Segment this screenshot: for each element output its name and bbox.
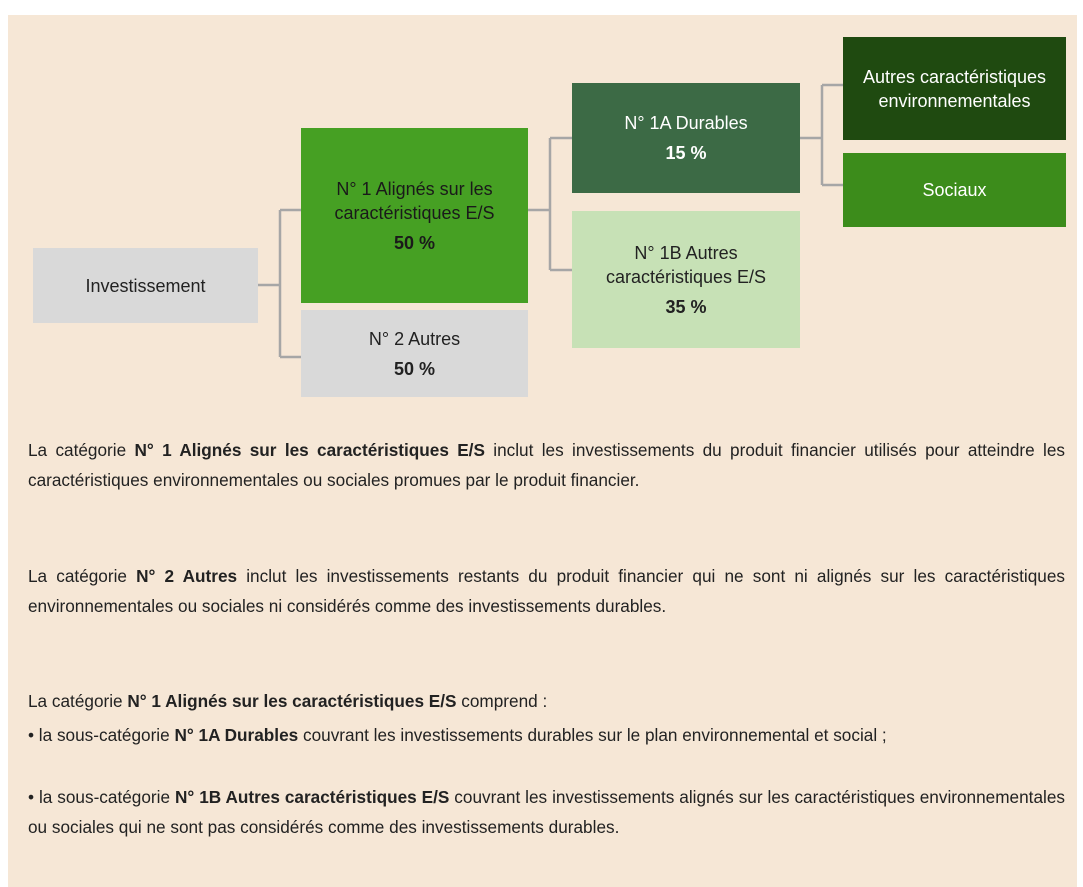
bullet: • la sous-catégorie N° 1B Autres caracté… bbox=[28, 782, 1065, 842]
node-value: 50 % bbox=[393, 232, 436, 253]
term: N° 1 Alignés sur les caractéristiques E/… bbox=[134, 440, 485, 460]
node-sociaux: Sociaux bbox=[843, 153, 1066, 227]
text: • la sous-catégorie bbox=[28, 787, 175, 807]
node-n1a: N° 1A Durables 15 % bbox=[572, 83, 800, 193]
text: couvrant les investissements durables su… bbox=[298, 725, 887, 745]
node-label: N° 1 Alignés sur les caractéristiques E/… bbox=[334, 178, 495, 223]
node-n2: N° 2 Autres 50 % bbox=[301, 310, 528, 397]
term: N° 2 Autres bbox=[136, 566, 238, 586]
connector bbox=[800, 83, 843, 187]
paragraph: La catégorie N° 2 Autres inclut les inve… bbox=[28, 561, 1065, 621]
node-label: N° 2 Autres bbox=[368, 328, 461, 349]
text: inclut les investissements du produit fi… bbox=[28, 440, 1066, 490]
term: N° 1B Autres caractéristiques E/S bbox=[174, 787, 450, 807]
text: inclut les investissements restants du p… bbox=[28, 566, 1066, 616]
paragraph: La catégorie N° 1 Alignés sur les caract… bbox=[28, 435, 1065, 495]
node-n1b: N° 1B Autres caractéristiques E/S 35 % bbox=[572, 211, 800, 348]
node-label: N° 1A Durables bbox=[624, 113, 748, 133]
paragraph: La catégorie N° 1 Alignés sur les caract… bbox=[28, 686, 1065, 716]
node-n1: N° 1 Alignés sur les caractéristiques E/… bbox=[301, 128, 528, 303]
connector bbox=[528, 136, 572, 272]
text: La catégorie bbox=[28, 440, 135, 460]
node-label: Sociaux bbox=[922, 180, 987, 200]
text: • la sous-catégorie bbox=[28, 725, 175, 745]
node-env: Autres caractéristiques environnementale… bbox=[843, 37, 1066, 140]
panel: Investissement N° 1 Alignés sur les cara… bbox=[8, 15, 1077, 887]
node-value: 15 % bbox=[665, 143, 707, 163]
node-label: N° 1B Autres caractéristiques E/S bbox=[605, 242, 767, 287]
text: couvrant les investissements alignés sur… bbox=[28, 787, 1065, 837]
bullet: • la sous-catégorie N° 1A Durables couvr… bbox=[28, 720, 1065, 750]
text: La catégorie bbox=[28, 566, 137, 586]
connectors bbox=[258, 83, 843, 359]
connector bbox=[258, 208, 301, 359]
node-value: 35 % bbox=[665, 296, 707, 317]
node-investissement: Investissement bbox=[33, 248, 258, 323]
text: comprend : bbox=[456, 691, 548, 711]
term: N° 1 Alignés sur les caractéristiques E/… bbox=[127, 691, 457, 711]
text: La catégorie bbox=[28, 691, 128, 711]
term: N° 1A Durables bbox=[174, 725, 299, 745]
node-label: Investissement bbox=[85, 275, 206, 296]
node-label: Autres caractéristiques environnementale… bbox=[862, 66, 1047, 111]
node-value: 50 % bbox=[393, 358, 436, 379]
